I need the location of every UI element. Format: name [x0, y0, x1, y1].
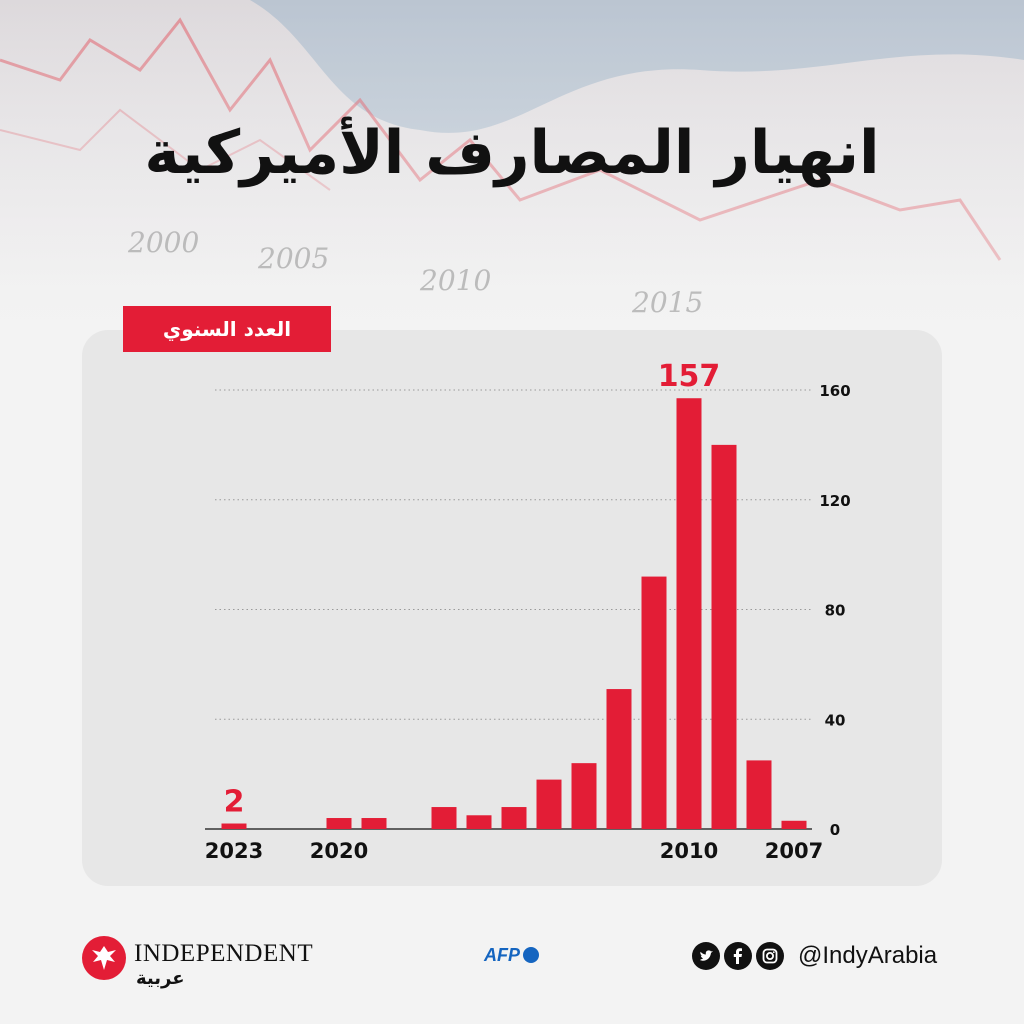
- x-tick-label-2007: 2007: [765, 839, 823, 863]
- independent-arabia-logo: INDEPENDENT عربية: [82, 934, 332, 994]
- bar-2014: [536, 779, 562, 829]
- chart-bars: [221, 398, 807, 829]
- bar-2011: [641, 576, 667, 829]
- bg-year-2000: 2000: [127, 226, 199, 259]
- stock-chart-background-graphic: 2000 2005 2010 2015: [0, 0, 1024, 340]
- bar-2012: [606, 689, 632, 829]
- bar-2017: [431, 807, 457, 829]
- social-links: @IndyArabia: [692, 940, 937, 972]
- y-tick-label-0: 0: [830, 821, 840, 839]
- bar-2020: [326, 818, 352, 829]
- x-tick-label-2010: 2010: [660, 839, 718, 863]
- bg-year-2005: 2005: [257, 242, 329, 275]
- afp-credit: AFP: [484, 942, 539, 968]
- bar-2009: [711, 444, 737, 829]
- facebook-icon[interactable]: [724, 942, 752, 970]
- chart-tag-annual-count: العدد السنوي: [123, 306, 331, 352]
- page-title: انهيار المصارف الأميركية: [144, 118, 880, 188]
- bar-2008: [746, 760, 772, 829]
- data-label-2023: 2: [224, 785, 245, 820]
- bar-2007: [781, 820, 807, 829]
- afp-dot-icon: [523, 947, 539, 963]
- data-label-2010: 157: [658, 359, 721, 394]
- chart-panel: [82, 330, 942, 886]
- eagle-icon: [82, 936, 126, 980]
- x-tick-label-2023: 2023: [205, 839, 263, 863]
- brand-name: INDEPENDENT: [134, 940, 314, 967]
- social-handle[interactable]: @IndyArabia: [798, 942, 938, 969]
- y-tick-label-160: 160: [819, 382, 850, 400]
- y-tick-label-80: 80: [825, 602, 846, 620]
- twitter-icon[interactable]: [692, 942, 720, 970]
- bar-2015: [501, 807, 527, 829]
- chart-labels: 0 40 80 120 160 2007 2010 2020 2023 157 2: [205, 359, 851, 863]
- brand-arabic: عربية: [136, 968, 185, 989]
- afp-label: AFP: [484, 944, 520, 965]
- bar-2023: [221, 823, 247, 829]
- bar-2019: [361, 818, 387, 829]
- bar-2010: [676, 398, 702, 829]
- instagram-icon[interactable]: [756, 942, 784, 970]
- bg-year-2015: 2015: [631, 286, 703, 319]
- bar-2016: [466, 815, 492, 829]
- y-tick-label-120: 120: [819, 492, 850, 510]
- bar-2013: [571, 763, 597, 829]
- y-tick-label-40: 40: [825, 711, 846, 729]
- bg-year-2010: 2010: [419, 264, 491, 297]
- header-background: 2000 2005 2010 2015: [0, 0, 1024, 340]
- x-tick-label-2020: 2020: [310, 839, 368, 863]
